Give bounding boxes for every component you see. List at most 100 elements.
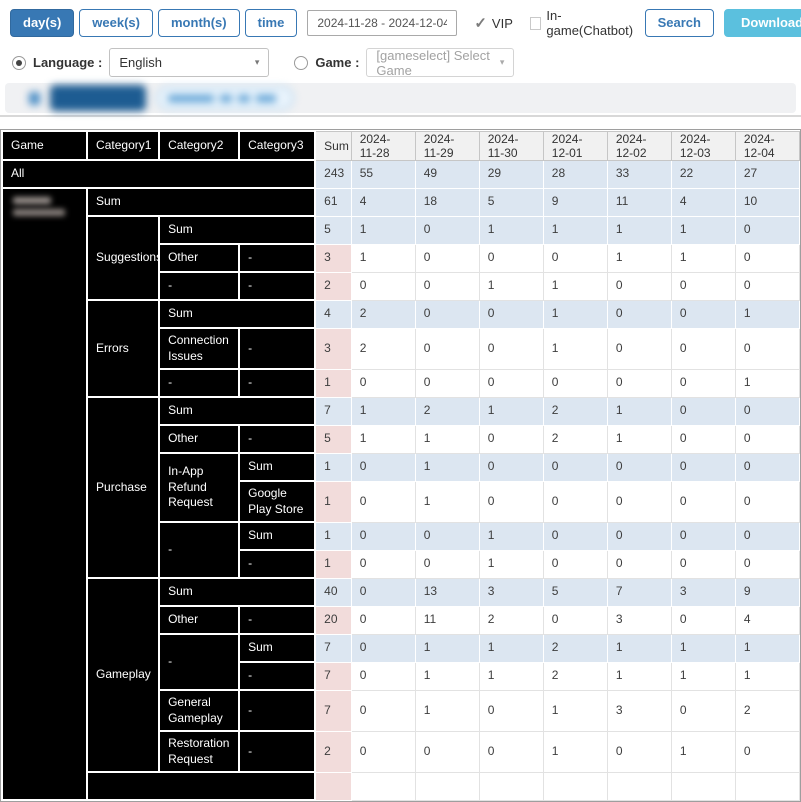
category-cell: Sum (86, 187, 317, 217)
value-cell: 0 (606, 480, 672, 523)
sum-cell: 243 (314, 159, 352, 189)
value-cell: 18 (414, 187, 480, 217)
category-cell: - (238, 271, 317, 301)
value-cell: 5 (542, 577, 608, 607)
value-cell: 55 (350, 159, 416, 189)
value-cell (542, 771, 608, 801)
table-row-all: All 243 55 49 29 28 33 22 27 (0, 159, 801, 189)
value-cell: 0 (670, 327, 736, 370)
value-cell: 28 (542, 159, 608, 189)
period-weeks-button[interactable]: week(s) (79, 9, 153, 37)
value-cell: 1 (350, 424, 416, 454)
value-cell: 0 (670, 299, 736, 329)
value-cell: 1 (414, 480, 480, 523)
value-cell (478, 771, 544, 801)
value-cell: 0 (606, 327, 672, 370)
value-cell: 0 (670, 689, 736, 732)
period-months-button[interactable]: month(s) (158, 9, 240, 37)
category-cell: - (158, 521, 241, 579)
redacted-primary-button[interactable] (50, 85, 146, 111)
value-cell: 0 (542, 549, 608, 579)
category-cell: - (238, 549, 317, 579)
value-cell: 0 (350, 549, 416, 579)
value-cell: 49 (414, 159, 480, 189)
column-header: 2024-11-29 (414, 130, 480, 161)
table-row: General Gameplay -7 0 1 0 1 3 0 2 (2, 689, 801, 732)
value-cell: 2 (542, 661, 608, 691)
value-cell: 0 (478, 452, 544, 482)
value-cell (414, 771, 480, 801)
top-toolbar: day(s) week(s) month(s) time ✓ VIP In-ga… (0, 0, 801, 38)
value-cell: 1 (606, 215, 672, 245)
ingame-checkbox-group[interactable]: In-game(Chatbot) (529, 8, 635, 38)
value-cell: 0 (542, 605, 608, 635)
table-row: Other -20 0 11 2 0 3 0 4 (2, 605, 801, 635)
value-cell: 0 (414, 243, 480, 273)
redacted-filter-pills[interactable] (156, 86, 294, 110)
date-range-input[interactable] (307, 10, 458, 36)
value-cell: 0 (670, 271, 736, 301)
value-cell: 0 (670, 452, 736, 482)
category-cell: Suggestions (86, 215, 161, 301)
sum-cell: 1 (314, 480, 352, 523)
period-days-button[interactable]: day(s) (10, 9, 75, 37)
value-cell: 0 (606, 368, 672, 398)
value-cell: 0 (414, 368, 480, 398)
ingame-checkbox[interactable] (529, 16, 542, 30)
value-cell: 0 (606, 452, 672, 482)
sum-cell: 20 (314, 605, 352, 635)
game-radio[interactable] (294, 55, 309, 70)
value-cell: 1 (606, 661, 672, 691)
column-header: 2024-11-28 (350, 130, 416, 161)
category-cell: Google Play Store (238, 480, 317, 523)
column-header: Category2 (158, 130, 241, 161)
chevron-down-icon: ▾ (499, 57, 505, 67)
value-cell: 1 (734, 299, 801, 329)
value-cell: 0 (734, 327, 801, 370)
game-select[interactable]: [gameselect] Select Game ▾ (366, 47, 515, 78)
filters-row: Language : English ▾ Game : [gameselect]… (0, 47, 801, 78)
value-cell: 1 (478, 396, 544, 426)
column-header: Category3 (238, 130, 317, 161)
value-cell: 11 (414, 605, 480, 635)
value-cell: 1 (606, 424, 672, 454)
value-cell: 0 (350, 661, 416, 691)
category-cell: Sum (158, 396, 317, 426)
chevron-down-icon: ▾ (254, 57, 260, 67)
category-cell: Connection Issues (158, 327, 241, 370)
sum-cell: 2 (314, 730, 352, 773)
sum-cell: 2 (314, 271, 352, 301)
table-row: In-App Refund Request Sum 1 0 1 0 0 0 0 0 (2, 452, 801, 523)
download-button[interactable]: Download (723, 9, 801, 37)
redacted-toolbar (5, 83, 796, 113)
value-cell: 0 (670, 521, 736, 551)
language-radio[interactable] (12, 55, 26, 70)
table-row: Suggestions Sum 5 1 0 1 1 1 1 0 (2, 215, 801, 301)
period-time-button[interactable]: time (244, 9, 298, 37)
category-cell: Sum (238, 452, 317, 482)
table-row: - Sum 7 0 1 1 2 1 1 1 (2, 633, 801, 691)
value-cell: 0 (670, 549, 736, 579)
value-cell: 1 (734, 633, 801, 663)
game-select-value: [gameselect] Select Game (376, 47, 490, 78)
search-button[interactable]: Search (644, 9, 714, 37)
vip-checkbox-group[interactable]: ✓ VIP (474, 16, 513, 31)
value-cell: 1 (414, 424, 480, 454)
value-cell: 5 (478, 187, 544, 217)
sum-cell: 61 (314, 187, 352, 217)
value-cell: 0 (478, 424, 544, 454)
category-cell: - (238, 424, 317, 454)
game-label: Game : (315, 55, 360, 70)
value-cell: 4 (350, 187, 416, 217)
value-cell: 1 (478, 271, 544, 301)
sum-cell: 7 (314, 689, 352, 732)
language-select[interactable]: English ▾ (109, 48, 270, 77)
value-cell: 0 (670, 605, 736, 635)
value-cell: 1 (670, 661, 736, 691)
value-cell: 1 (670, 633, 736, 663)
table-row: Other -3 1 0 0 0 1 1 0 (2, 243, 801, 273)
value-cell: 0 (542, 521, 608, 551)
sum-cell: 4 (314, 299, 352, 329)
value-cell: 0 (414, 299, 480, 329)
value-cell: 0 (606, 730, 672, 773)
